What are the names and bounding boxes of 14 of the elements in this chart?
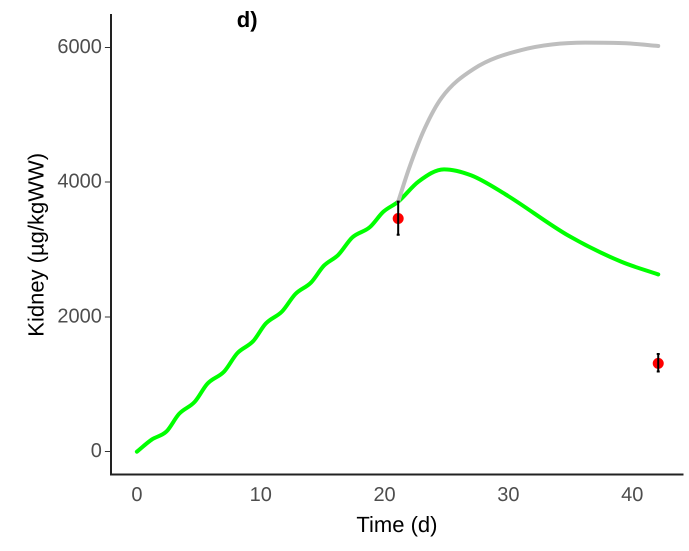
y-tick-label: 6000	[57, 36, 102, 58]
chart-title: d)	[236, 7, 258, 32]
x-axis-title: Time (d)	[356, 512, 438, 537]
y-tick-label: 2000	[57, 305, 102, 328]
x-tick-label: 30	[497, 484, 520, 506]
x-tick-label: 20	[373, 484, 396, 506]
y-axis-title: Kidney (µg/kgWW)	[23, 152, 48, 337]
x-tick-label: 40	[621, 484, 644, 506]
line-series	[396, 40, 660, 204]
line-series	[134, 167, 660, 454]
x-tick-label: 10	[250, 484, 272, 506]
y-tick-label: 4000	[57, 170, 102, 193]
y-tick-label: 0	[90, 440, 102, 462]
x-tick-label: 0	[131, 484, 142, 506]
